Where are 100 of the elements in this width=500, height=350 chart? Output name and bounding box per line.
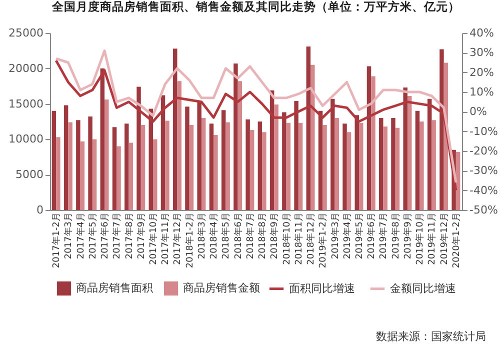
y-tick-label: 25000	[8, 26, 44, 40]
chart-title: 全国月度商品房销售面积、销售金额及其同比走势（单位：万平方米、亿元）	[51, 0, 460, 14]
bar	[346, 132, 352, 210]
bar	[189, 125, 194, 210]
y2-tick-label: 10%	[470, 86, 494, 98]
bar	[197, 100, 202, 210]
bar	[124, 124, 129, 210]
bar	[395, 128, 400, 210]
y2-tick-label: -30%	[470, 164, 498, 178]
bar	[359, 122, 364, 210]
x-tick-label: 2017年1-2月	[51, 212, 62, 268]
bar	[403, 88, 408, 210]
bar	[238, 81, 242, 210]
bar	[318, 110, 323, 210]
x-tick-label: 2017年7月	[112, 212, 123, 260]
bar	[322, 125, 327, 210]
x-tick-label: 2017年9月	[136, 212, 147, 260]
bar	[56, 137, 60, 210]
source-note: 数据来源：国家统计局	[376, 329, 486, 344]
x-tick-label: 2019年11月	[426, 212, 438, 265]
bar	[258, 122, 262, 210]
x-tick-label: 2017年3月	[63, 212, 74, 260]
bar	[100, 68, 105, 210]
bar	[76, 120, 80, 210]
bar	[153, 139, 158, 210]
bar	[282, 112, 286, 210]
x-tick-label: 2018年8月	[257, 212, 268, 260]
bar	[92, 139, 97, 210]
x-tick-label: 2019年9月	[402, 212, 414, 260]
x-tick-label: 2017年11月	[160, 212, 172, 265]
bar	[342, 124, 347, 210]
bar	[354, 115, 359, 210]
x-tick-label: 2018年4月	[208, 212, 220, 260]
bar	[226, 122, 230, 210]
y2-tick-label: -40%	[470, 184, 498, 197]
bar	[371, 76, 376, 210]
x-tick-label: 2017年4月	[75, 212, 86, 260]
bar	[310, 64, 315, 210]
bar	[136, 86, 141, 210]
legend-label: 商品房销售金额	[183, 281, 260, 294]
x-tick-label: 2019年12月	[438, 212, 450, 265]
y2-tick-label: 0%	[470, 105, 487, 118]
bar	[330, 98, 335, 210]
y-tick-label: 5000	[16, 168, 44, 182]
y-tick-label: 0	[36, 204, 44, 216]
bar	[407, 96, 412, 210]
y-tick-label: 10000	[8, 132, 44, 146]
bar	[286, 122, 291, 210]
x-tick-label: 2019年4月	[342, 212, 353, 260]
bar	[88, 116, 92, 210]
bar	[177, 81, 182, 210]
bar	[366, 66, 372, 210]
x-tick-label: 2018年6月	[232, 212, 244, 260]
x-tick-label: 2018年7月	[244, 212, 256, 260]
y2-tick-label: 30%	[470, 46, 494, 60]
bar	[80, 141, 85, 210]
x-tick-label: 2018年5月	[220, 212, 232, 260]
x-tick-label: 2019年8月	[390, 212, 402, 260]
bar	[116, 146, 121, 210]
bar	[420, 122, 424, 210]
x-tick-label: 2019年10月	[414, 212, 426, 265]
x-tick-label: 2017年12月	[172, 212, 184, 265]
legend-label: 金额同比增速	[390, 282, 456, 295]
x-tick-label: 2018年11月	[293, 212, 304, 265]
bar	[391, 118, 396, 210]
bar	[165, 120, 170, 210]
bar	[415, 110, 420, 210]
bar	[306, 46, 311, 210]
bar	[112, 127, 117, 210]
bar	[432, 120, 436, 210]
y2-tick-label: -10%	[470, 124, 498, 138]
x-tick-label: 2019年1-2月	[318, 212, 329, 268]
bar	[427, 98, 432, 210]
bar	[209, 124, 214, 210]
bar	[234, 63, 238, 210]
y2-tick-label: -20%	[470, 144, 498, 158]
legend-label: 商品房销售面积	[76, 281, 153, 294]
bar	[201, 118, 206, 210]
y-tick-label: 20000	[8, 62, 44, 75]
bar	[440, 49, 444, 210]
x-tick-label: 2019年5月	[354, 212, 365, 260]
x-tick-label: 2019年6月	[366, 212, 378, 260]
bar	[185, 106, 190, 210]
x-tick-label: 2019年3月	[330, 212, 341, 260]
x-tick-label: 2017年5月	[87, 212, 98, 260]
bar	[250, 130, 254, 210]
bar	[246, 119, 250, 210]
bar	[262, 132, 266, 210]
bar	[172, 48, 178, 210]
x-tick-label: 2017年8月	[124, 212, 135, 260]
bar	[52, 110, 56, 210]
bar	[140, 125, 146, 210]
bar	[128, 142, 134, 210]
x-tick-label: 2017年6月	[100, 212, 111, 260]
bar	[214, 134, 218, 210]
bar	[378, 118, 384, 210]
bar	[160, 95, 166, 210]
bar	[104, 100, 109, 210]
bar	[456, 152, 460, 210]
legend-label: 面积同比增速	[289, 282, 355, 295]
